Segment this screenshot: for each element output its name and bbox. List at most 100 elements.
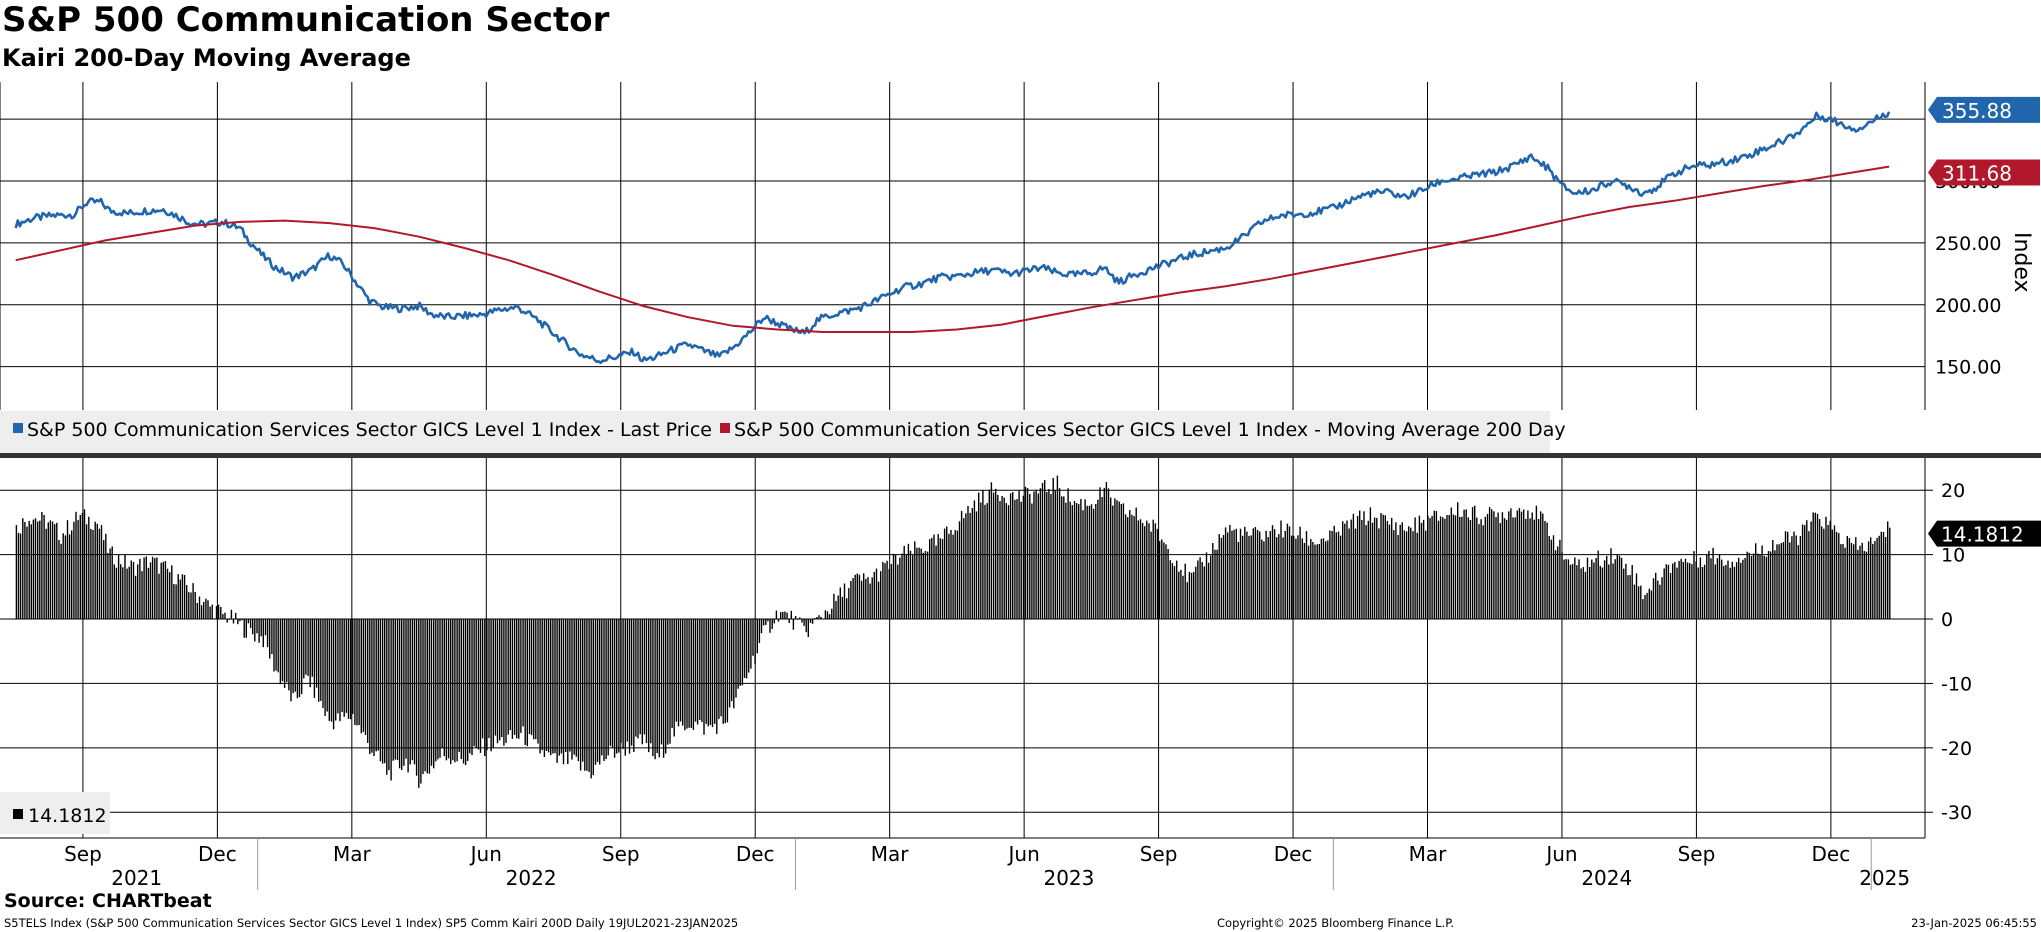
- kairi-bar: [1484, 516, 1486, 619]
- kairi-bar: [1388, 524, 1391, 619]
- kairi-bar: [1037, 493, 1039, 619]
- kairi-bar: [645, 619, 648, 743]
- kairi-bar: [520, 619, 522, 733]
- kairi-bar: [169, 572, 171, 619]
- kairi-bar: [735, 619, 737, 698]
- kairi-bar: [420, 619, 422, 784]
- kairi-bar: [126, 568, 128, 619]
- kairi-bar: [1523, 509, 1525, 619]
- kairi-bar: [1769, 551, 1772, 620]
- kairi-bar: [1652, 578, 1655, 619]
- kairi-bar: [403, 619, 405, 766]
- kairi-bar: [454, 619, 456, 763]
- kairi-bar: [1714, 564, 1716, 619]
- kairi-bar: [1682, 562, 1684, 619]
- kairi-bar: [1171, 563, 1174, 620]
- kairi-bar: [286, 619, 288, 683]
- kairi-bar: [1840, 544, 1842, 619]
- kairi-bar: [1422, 519, 1425, 619]
- kairi-bar: [477, 619, 480, 750]
- kairi-bar: [196, 603, 198, 619]
- kairi-bar: [1797, 545, 1799, 619]
- kairi-bar: [869, 583, 871, 619]
- kairi-bar: [409, 619, 411, 765]
- kairi-bar: [1165, 544, 1167, 619]
- kairi-bar: [1167, 549, 1169, 619]
- kairi-bar: [1199, 557, 1201, 619]
- kairi-bar: [816, 617, 818, 619]
- kairi-bar: [237, 619, 239, 625]
- copyright-note: Copyright© 2025 Bloomberg Finance L.P.: [1217, 916, 1454, 930]
- kairi-bar: [1518, 508, 1521, 619]
- kairi-bar: [586, 619, 588, 771]
- kairi-bar: [1354, 528, 1357, 619]
- kairi-bar: [332, 619, 335, 730]
- kairi-bar: [794, 615, 797, 620]
- kairi-bar: [552, 619, 554, 754]
- kairi-bar: [1048, 489, 1050, 619]
- kairi-bar: [1703, 564, 1706, 619]
- kairi-bar: [1678, 560, 1680, 619]
- kairi-bar: [843, 583, 846, 619]
- kairi-bar: [1667, 564, 1670, 619]
- kairi-bar: [1418, 515, 1421, 619]
- kairi-bar: [937, 534, 939, 620]
- kairi-bar: [1867, 541, 1870, 619]
- last-price-tag: 355.88: [1928, 96, 2040, 123]
- legend-swatch-price: [13, 423, 23, 433]
- kairi-bar: [1092, 508, 1095, 619]
- kairi-bar: [1552, 535, 1555, 619]
- kairi-bar: [37, 521, 39, 619]
- kairi-bar: [162, 561, 164, 620]
- kairi-bar: [1414, 517, 1416, 619]
- kairi-bar: [1648, 588, 1650, 619]
- kairi-bar: [835, 600, 837, 619]
- kairi-bar: [1591, 559, 1593, 620]
- kairi-bar: [1469, 520, 1472, 620]
- kairi-bar: [1742, 559, 1744, 620]
- kairi-bar: [1838, 533, 1840, 619]
- source-note: Source: CHARTbeat: [4, 890, 212, 912]
- kairi-bar: [582, 619, 584, 762]
- kairi-bar: [1763, 555, 1765, 619]
- kairi-bar: [143, 557, 145, 619]
- kairi-bar: [767, 619, 769, 622]
- kairi-bar: [1031, 503, 1033, 619]
- legend-label-price: S&P 500 Communication Services Sector GI…: [27, 419, 712, 441]
- kairi-bar: [1586, 557, 1589, 619]
- kairi-bar: [1293, 535, 1295, 620]
- kairi-bar: [856, 573, 858, 619]
- kairi-bar: [460, 619, 462, 760]
- kairi-bar: [765, 619, 767, 625]
- kairi-bar: [318, 619, 320, 702]
- kairi-bar: [1625, 563, 1627, 619]
- kairi-bar: [616, 619, 618, 754]
- kairi-bar: [931, 537, 933, 619]
- kairi-bar: [986, 503, 988, 619]
- kairi-bar: [516, 619, 518, 739]
- kairi-bar: [283, 619, 286, 688]
- kairi-bar: [1772, 540, 1774, 619]
- kairi-bar: [1584, 571, 1587, 619]
- kairi-bar: [294, 619, 296, 692]
- x-month-label: Dec: [1812, 842, 1851, 866]
- kairi-bar: [1425, 530, 1427, 619]
- kairi-bar: [1380, 513, 1382, 619]
- kairi-bar: [1884, 537, 1887, 619]
- kairi-bar: [411, 619, 414, 761]
- kairi-bar: [956, 530, 959, 619]
- kairi-bar: [1461, 516, 1463, 620]
- kairi-bar: [1859, 545, 1861, 620]
- kairi-bar: [401, 619, 403, 770]
- kairi-bar: [24, 522, 26, 619]
- kairi-bar: [1297, 535, 1299, 619]
- kairi-bar: [171, 565, 173, 620]
- kairi-bar: [324, 619, 326, 716]
- kairi-bar: [1310, 539, 1312, 619]
- kairi-bar: [1614, 559, 1616, 619]
- kairi-bar: [1082, 510, 1084, 619]
- kairi-bar: [1870, 537, 1872, 619]
- kairi-bar: [1184, 563, 1186, 619]
- kairi-bar: [345, 619, 348, 713]
- kairi-bar: [731, 619, 733, 702]
